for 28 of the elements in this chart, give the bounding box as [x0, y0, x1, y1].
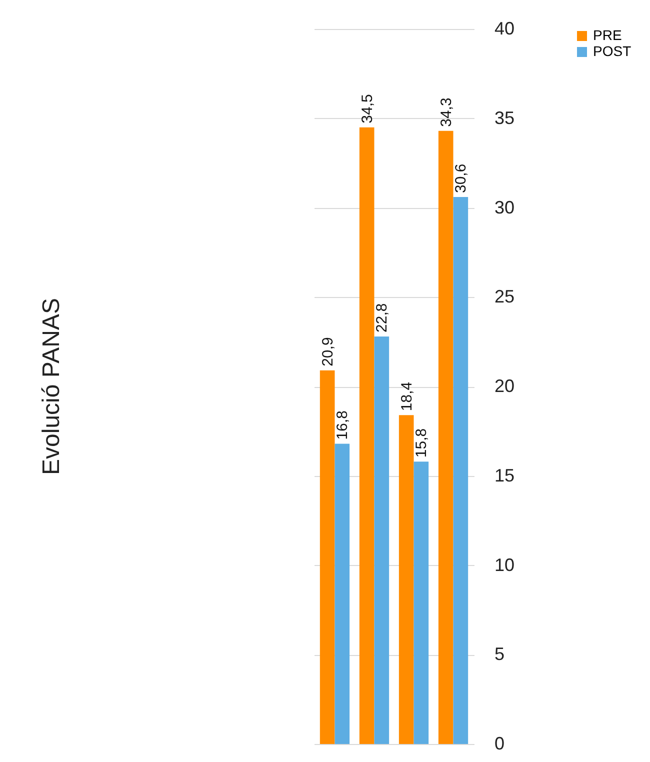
legend-label: POST [593, 43, 632, 59]
data-label: 15,8 [413, 428, 430, 458]
y-tick-label: 5 [494, 644, 505, 664]
bar [453, 197, 468, 744]
bar [334, 444, 350, 744]
y-tick-label: 15 [494, 465, 515, 486]
y-tick-label: 40 [494, 18, 515, 38]
y-tick-label: 30 [494, 197, 515, 218]
y-tick-label: 20 [494, 376, 515, 396]
bar [438, 130, 454, 744]
data-label: 30,6 [452, 164, 470, 194]
y-tick-label: 10 [494, 554, 515, 575]
text: Evolució PANAS [38, 298, 65, 475]
bar [374, 336, 390, 744]
data-label: 20,9 [319, 337, 336, 366]
bar [414, 462, 429, 744]
bar [359, 127, 374, 744]
data-label: 34,5 [358, 94, 376, 124]
bar [320, 370, 335, 744]
y-tick-label: 0 [494, 734, 505, 754]
data-label: 16,8 [334, 410, 352, 440]
data-label: 18,4 [398, 382, 416, 412]
bar [398, 415, 414, 744]
y-tick-label: 25 [494, 286, 515, 307]
y-tick-label: 35 [494, 108, 515, 128]
legend-label: PRE [593, 27, 622, 43]
data-label: 22,8 [374, 303, 391, 332]
data-label: 34,3 [438, 98, 455, 127]
